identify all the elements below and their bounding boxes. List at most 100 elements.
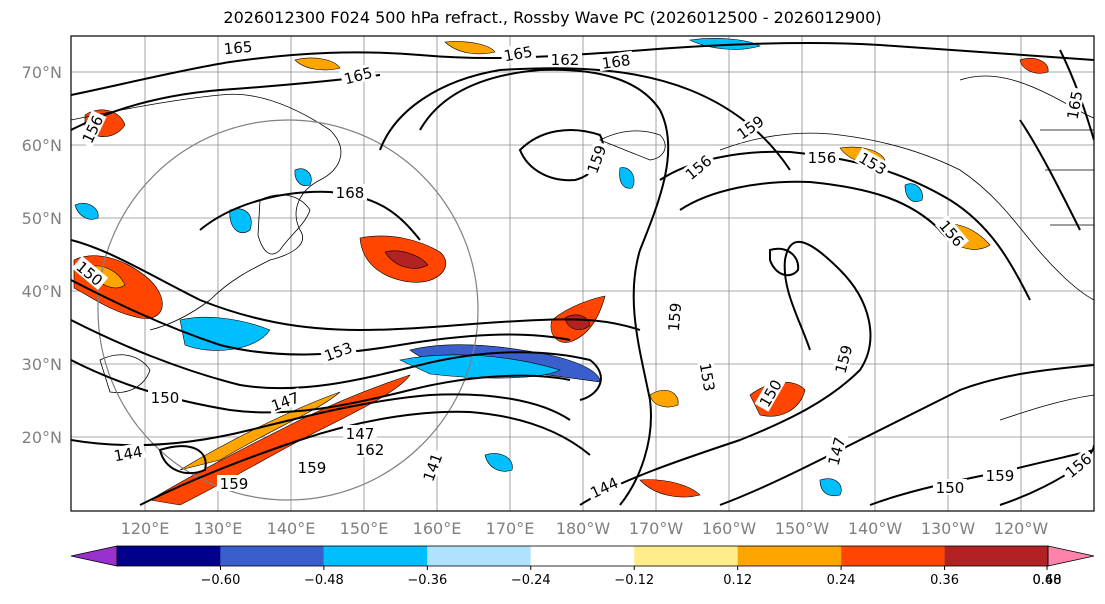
coastline [719, 132, 1094, 301]
contour-label-background [109, 442, 147, 464]
contour-label-background [1059, 447, 1097, 483]
contour-label-background [343, 425, 377, 441]
contour-label-background [679, 149, 717, 185]
colorbar-segment [634, 546, 738, 566]
contour-label-background [353, 441, 387, 457]
contour-label-background [754, 374, 786, 412]
contour-label-background [295, 459, 329, 475]
longitude-label: 130°E [194, 519, 243, 538]
shading-negative-region [619, 167, 635, 189]
contour-label-background [805, 149, 839, 165]
contour-label-background [71, 255, 109, 291]
contour-label: 147 [346, 425, 375, 443]
colorbar-extension-low [70, 545, 118, 567]
height-contours [71, 41, 1094, 506]
colorbar-tick-label: −0.24 [511, 573, 551, 588]
shading-negative-region [904, 183, 923, 202]
map-frame [70, 35, 1095, 512]
contour-label-background [933, 479, 967, 495]
contour-label-background [217, 475, 251, 491]
contour-label-background [731, 110, 769, 144]
contour-label: 159 [665, 302, 685, 332]
colorbar-tick-label: 0.24 [827, 573, 856, 588]
colorbar-tick-label: 0.48 [1033, 573, 1062, 588]
colorbar-tick-label: −0.60 [201, 573, 241, 588]
longitude-label: 130°W [921, 519, 976, 538]
shading-negative-region [484, 453, 513, 472]
longitude-label: 170°E [486, 519, 535, 538]
contour-label: 168 [601, 51, 632, 73]
longitude-label: 150°E [340, 519, 389, 538]
contour-line [199, 190, 421, 241]
longitude-label: 120°W [994, 519, 1049, 538]
contour-label: 165 [503, 43, 534, 66]
latitude-label: 50°N [22, 209, 62, 228]
contour-line [158, 445, 207, 475]
contour-label: 159 [298, 459, 327, 477]
contour-label-background [220, 37, 256, 57]
colorbar-tick-label: 0.12 [723, 573, 752, 588]
contour-label-background [148, 389, 182, 405]
contour-label-background [1063, 86, 1085, 124]
contour-label: 153 [696, 362, 719, 393]
contour-line [769, 247, 800, 277]
coastline [599, 130, 666, 161]
contour-line [579, 240, 872, 506]
longitude-label: 120°E [121, 519, 170, 538]
coastline [99, 354, 151, 393]
contour-line [1019, 119, 1081, 231]
contour-line [71, 279, 571, 356]
colorbar-tick-label: −0.12 [614, 573, 654, 588]
colorbar-tick-label: −0.36 [407, 573, 447, 588]
contour-line [679, 180, 941, 231]
latitude-label: 60°N [22, 136, 62, 155]
colorbar-segment [220, 546, 324, 566]
longitude-label: 160°W [702, 519, 757, 538]
coastline [1040, 129, 1094, 226]
colorbar-tick-label: −0.48 [304, 573, 344, 588]
map-title: 2026012300 F024 500 hPa refract., Rossby… [223, 8, 882, 27]
shading-positive-region [1019, 58, 1049, 74]
contour-label: 162 [356, 441, 385, 459]
shading-negative-region [819, 478, 842, 497]
gridlines [71, 36, 1094, 511]
longitude-label: 170°W [629, 519, 684, 538]
contour-label-background [664, 299, 684, 335]
colorbar-extension-high [1047, 545, 1095, 567]
contour-label-background [983, 467, 1017, 483]
longitude-label: 140°E [267, 519, 316, 538]
contour-label-background [266, 387, 304, 415]
contour-label: 168 [336, 184, 365, 202]
colorbar-tick-label: 0.36 [930, 573, 959, 588]
contour-label: 159 [220, 475, 249, 493]
contour-label-background [339, 62, 377, 88]
colorbar-segment [427, 546, 531, 566]
latitude-label: 70°N [22, 63, 62, 82]
coastline [999, 394, 1094, 421]
latitude-labels: 70°N 60°N 50°N 40°N 30°N 20°N [22, 63, 62, 447]
shading-negative-region [294, 168, 312, 186]
contour-label-background [77, 110, 107, 148]
contour-label: 156 [808, 149, 837, 167]
coastline [71, 93, 342, 331]
contour-label-background [934, 214, 970, 252]
contour-label-background [499, 42, 537, 64]
shading-positive-region [639, 479, 701, 498]
latitude-label: 40°N [22, 282, 62, 301]
coastline [257, 194, 311, 255]
shading-positive-region [384, 250, 429, 269]
shading-positive-region [649, 390, 679, 408]
map-background [71, 36, 1094, 511]
colorbar-segment [117, 546, 221, 566]
longitude-label: 160°E [413, 519, 462, 538]
colorbar-segment [944, 546, 1048, 566]
contour-label-background [830, 340, 856, 378]
contour-label: 165 [223, 38, 253, 58]
coastlines [71, 75, 1094, 421]
colorbar-tick-label: 0.60 [1033, 573, 1062, 588]
contour-label-background [319, 337, 357, 365]
shading-negative-region [179, 316, 271, 351]
shading-positive-region [444, 41, 496, 55]
contour-label: 162 [551, 51, 580, 69]
contour-line [71, 74, 381, 131]
